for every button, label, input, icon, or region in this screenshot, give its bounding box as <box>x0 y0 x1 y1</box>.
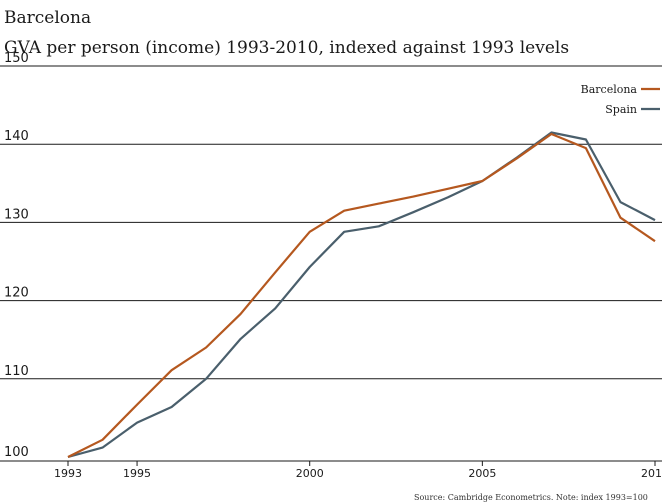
legend-label-barcelona: Barcelona <box>581 83 638 96</box>
series-line-barcelona <box>67 132 656 458</box>
chart-title: Barcelona <box>4 8 92 28</box>
y-tick-label: 110 <box>4 364 29 379</box>
chart-subtitle: GVA per person (income) 1993-2010, index… <box>4 38 570 58</box>
series-line-spain <box>67 131 656 459</box>
legend: Barcelona Spain <box>581 83 660 116</box>
y-tick-label: 120 <box>4 286 29 301</box>
y-tick-label: 150 <box>4 51 29 66</box>
x-tick-label: 2010 <box>641 467 662 480</box>
y-tick-label: 130 <box>4 207 29 222</box>
source-note: Source: Cambridge Econometrics. Note: in… <box>414 493 648 502</box>
x-tick-label: 2005 <box>468 467 496 480</box>
grid-lines <box>0 65 662 462</box>
y-tick-label: 140 <box>4 129 29 144</box>
y-axis: 100 110 120 130 140 150 <box>4 51 29 460</box>
x-tick-label: 1993 <box>54 467 82 480</box>
x-axis: 1993 1995 2000 2005 2010 <box>54 461 662 480</box>
series-lines <box>67 131 656 459</box>
y-tick-label: 100 <box>4 445 29 460</box>
legend-label-spain: Spain <box>605 103 637 116</box>
x-tick-label: 2000 <box>296 467 324 480</box>
x-tick-label: 1995 <box>123 467 151 480</box>
